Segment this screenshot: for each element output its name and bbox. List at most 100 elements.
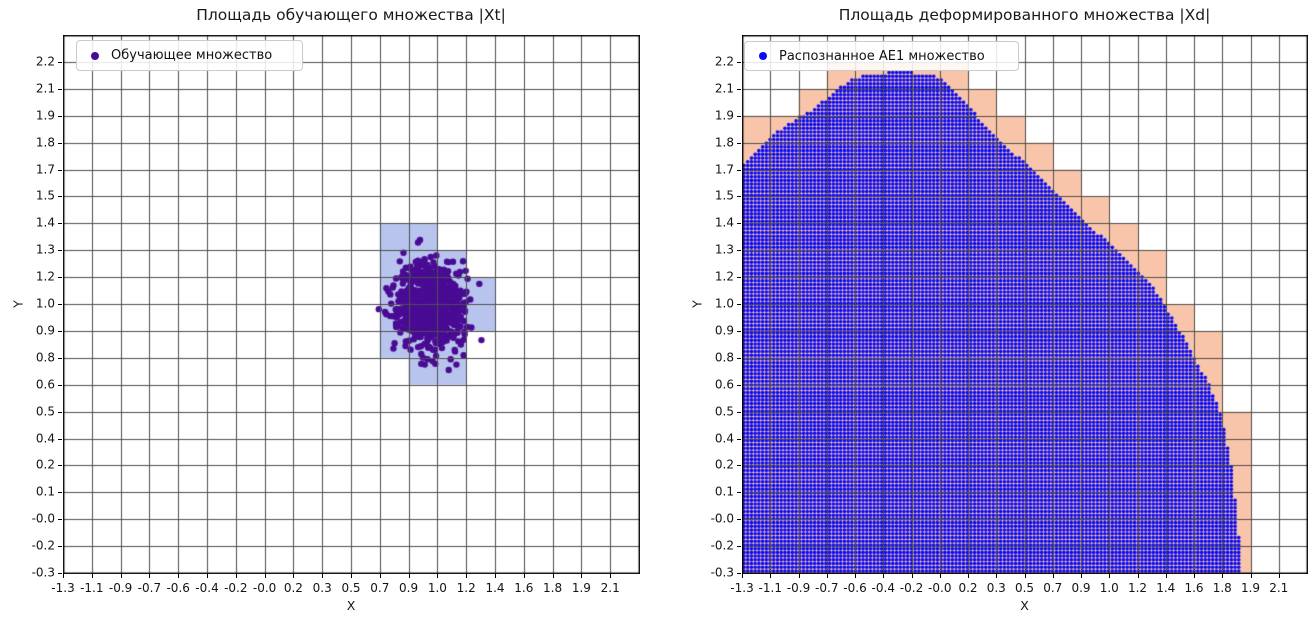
y-tick-mark [58,465,62,467]
x-tick-mark [1081,574,1082,578]
x-tick-label: 0.3 [986,581,1006,595]
x-tick-mark [1194,574,1195,578]
y-tick-mark [737,142,741,144]
x-tick-label: -0.4 [871,581,895,595]
y-tick-label: 0.9 [35,323,55,338]
x-tick-mark [939,574,941,578]
y-tick-label: -0.3 [710,565,734,580]
y-tick-mark [58,115,62,117]
x-tick-mark [178,574,180,578]
x-tick-label: -1.1 [80,581,104,595]
y-tick-label: 2.1 [35,81,55,96]
y-tick-mark [737,223,741,225]
x-tick-label: 2.1 [600,581,620,595]
legend-label: Распознанное AE1 множество [779,48,985,64]
x-tick-label: 0.2 [958,581,978,595]
y-tick-mark [737,357,741,359]
x-tick-label: -0.6 [843,581,867,595]
y-tick-label: 1.8 [714,134,734,149]
y-tick-label: 1.9 [714,107,734,122]
y-tick-mark [737,492,741,494]
x-tick-label: -0.6 [166,581,190,595]
plot-area-canvas [63,35,640,574]
y-tick-mark [58,357,62,359]
x-tick-mark [466,574,468,578]
x-tick-mark [408,574,410,578]
y-tick-label: 1.9 [35,107,55,122]
x-tick-label: -0.9 [108,581,133,595]
x-tick-label: -0.0 [252,581,277,595]
legend: Обучающее множество [76,40,303,71]
y-tick-mark [737,61,741,63]
x-tick-mark [1250,574,1252,578]
x-tick-label: 0.9 [1071,581,1091,595]
x-tick-label: -1.3 [51,581,75,595]
x-tick-label: 1.9 [1240,581,1261,595]
y-tick-mark [737,250,741,252]
x-tick-mark [1109,574,1111,578]
x-tick-mark [968,574,969,578]
y-tick-mark [58,438,62,440]
legend-label: Обучающее множество [111,48,273,63]
y-tick-mark [58,142,62,144]
x-tick-mark [770,574,772,578]
x-tick-mark [1165,574,1167,578]
y-tick-label: 0.5 [714,403,734,418]
x-tick-label: -1.1 [758,581,782,595]
y-tick-label: -0.2 [710,538,734,553]
x-tick-label: 0.5 [1014,581,1035,595]
y-tick-label: 1.3 [714,242,734,257]
x-tick-mark [63,574,64,578]
y-tick-label: 0.6 [35,376,55,391]
y-tick-mark [58,330,62,332]
plot-title: Площадь деформированного множества |Xd| [838,6,1211,24]
x-tick-mark [1222,574,1224,578]
x-tick-label: 1.0 [1099,581,1119,595]
x-tick-label: 1.8 [1212,581,1232,595]
y-tick-label: 1.5 [714,188,734,203]
x-tick-label: 1.4 [485,581,505,595]
y-tick-label: 1.8 [35,134,55,149]
y-tick-label: 0.1 [35,484,55,499]
x-tick-label: 0.7 [1043,581,1063,595]
y-tick-mark [737,519,741,521]
y-tick-label: -0.0 [710,511,734,526]
y-tick-label: 0.2 [35,457,55,472]
y-tick-mark [737,411,741,413]
x-tick-mark [235,574,237,578]
x-tick-mark [351,574,352,578]
x-tick-label: -0.7 [815,581,839,595]
y-tick-mark [737,330,741,332]
y-tick-label: 1.7 [35,161,55,176]
y-tick-mark [737,169,741,171]
y-tick-mark [58,250,62,252]
y-tick-mark [737,277,741,279]
y-tick-label: 0.9 [714,323,734,338]
x-tick-label: -0.0 [928,581,952,595]
y-tick-mark [737,115,741,117]
x-tick-label: 0.5 [341,581,361,595]
x-tick-label: 1.2 [456,581,476,595]
x-tick-mark [264,574,266,578]
y-tick-mark [58,61,62,63]
x-tick-label: 1.4 [1156,581,1176,595]
x-tick-mark [911,574,913,578]
y-tick-mark [737,573,741,574]
y-tick-label: 2.2 [35,54,55,69]
x-tick-label: 1.8 [543,581,563,595]
x-tick-mark [581,574,583,578]
y-tick-label: 2.1 [714,81,734,96]
y-tick-mark [58,304,62,305]
x-tick-label: 1.6 [1184,581,1204,595]
x-tick-label: 0.7 [370,581,390,595]
x-tick-mark [610,574,612,578]
x-tick-label: -0.4 [195,581,219,595]
y-tick-mark [58,196,62,198]
y-tick-label: 2.2 [714,54,734,69]
x-tick-mark [826,574,828,578]
y-tick-label: 0.1 [714,484,734,499]
x-tick-mark [495,574,496,578]
y-tick-label: 0.8 [714,350,734,365]
x-tick-label: 1.6 [514,581,534,595]
